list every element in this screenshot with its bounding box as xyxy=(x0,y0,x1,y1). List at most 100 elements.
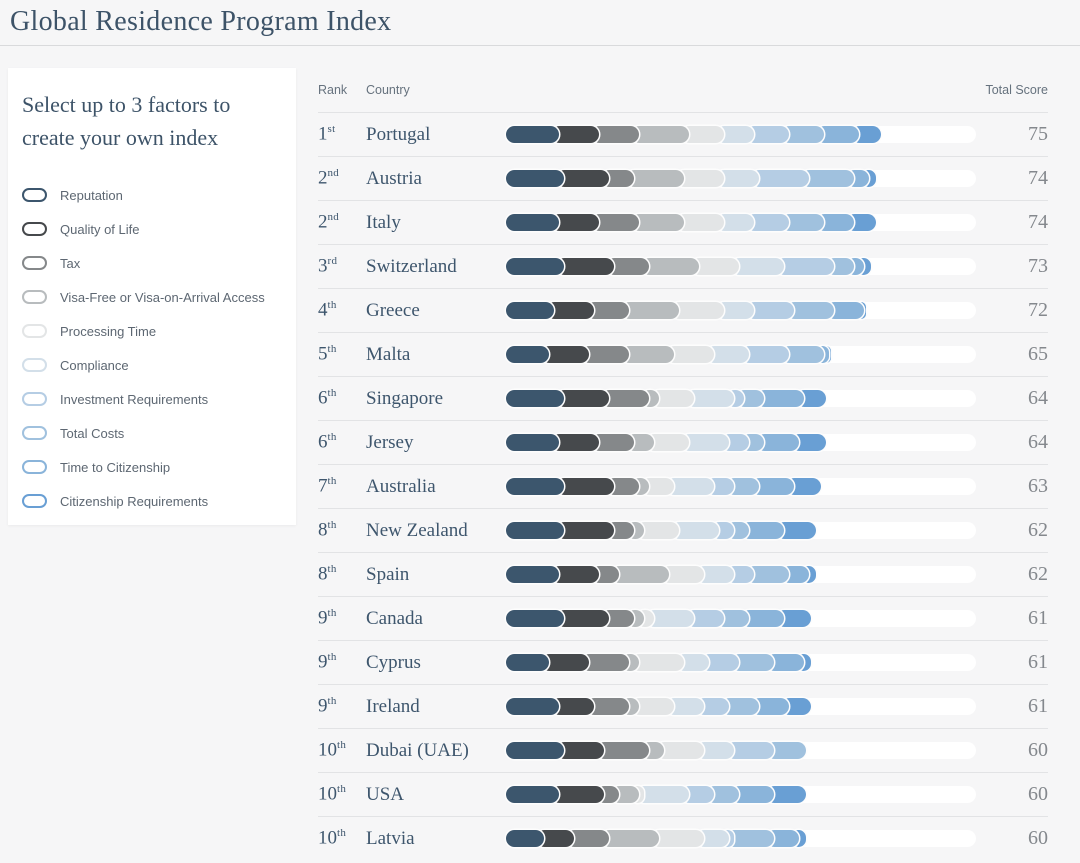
bar-segment-tax xyxy=(591,434,634,451)
bar-segment-citizenship-requirements xyxy=(786,478,821,495)
bar-segment-citizenship-requirements xyxy=(776,610,811,627)
score-bar xyxy=(506,522,976,539)
bar-segment-quality-of-life xyxy=(556,478,614,495)
bar-segment-quality-of-life xyxy=(541,654,589,671)
bar-segment-tax xyxy=(586,698,629,715)
country-name: Singapore xyxy=(366,387,444,409)
factor-toggle-icon-reputation[interactable] xyxy=(22,188,47,202)
rank-ordinal: rd xyxy=(327,255,338,268)
table-row: 2nd Austria 74 xyxy=(318,156,1048,200)
rank-number: 6 xyxy=(318,387,328,409)
factor-label: Time to Citizenship xyxy=(60,459,171,475)
bar-segment-total-costs xyxy=(781,346,824,363)
factor-toggle-icon-investment-requirements[interactable] xyxy=(22,392,47,406)
factor-toggle-icon-tax[interactable] xyxy=(22,256,47,270)
rank-ordinal: nd xyxy=(327,167,340,180)
country-name: New Zealand xyxy=(366,519,468,541)
bar-segment-compliance xyxy=(646,610,694,627)
bar-segment-compliance xyxy=(716,126,754,143)
factor-toggle-item-total-costs[interactable]: Total Costs xyxy=(8,416,296,450)
country-name: Canada xyxy=(366,607,423,629)
bar-segment-quality-of-life xyxy=(551,698,594,715)
factor-toggle-icon-quality-of-life[interactable] xyxy=(22,222,47,236)
bar-segment-compliance xyxy=(696,742,734,759)
factor-toggle-icon-compliance[interactable] xyxy=(22,358,47,372)
factor-toggle-icon-citizenship-requirements[interactable] xyxy=(22,494,47,508)
rank-cell: 7th xyxy=(318,475,366,497)
factor-toggle-item-processing-time[interactable]: Processing Time xyxy=(8,314,296,348)
bar-segment-reputation xyxy=(506,302,554,319)
bar-segment-compliance xyxy=(706,346,749,363)
bar-segment-reputation xyxy=(506,830,544,847)
factor-toggle-icon-time-to-citizenship[interactable] xyxy=(22,460,47,474)
factor-toggle-icon-total-costs[interactable] xyxy=(22,426,47,440)
score-bar xyxy=(506,346,976,363)
total-score-value: 64 xyxy=(1028,431,1048,453)
score-bar xyxy=(506,654,976,671)
bar-segment-processing-time xyxy=(676,170,724,187)
bar-segment-total-costs xyxy=(801,170,854,187)
country-name: Italy xyxy=(366,211,401,233)
score-bar xyxy=(506,170,976,187)
bar-segment-compliance xyxy=(686,390,734,407)
rank-number: 10 xyxy=(318,783,337,805)
bar-segment-processing-time xyxy=(636,522,679,539)
factor-toggle-item-investment-requirements[interactable]: Investment Requirements xyxy=(8,382,296,416)
bar-segment-processing-time xyxy=(631,654,684,671)
table-row: 6th Singapore 64 xyxy=(318,376,1048,420)
factor-toggle-item-reputation[interactable]: Reputation xyxy=(8,178,296,212)
bar-segment-time-to-citizenship xyxy=(731,786,774,803)
bar-segment-reputation xyxy=(506,434,559,451)
bar-segment-tax xyxy=(601,170,634,187)
bar-segment-reputation xyxy=(506,654,549,671)
bar-segment-compliance xyxy=(716,302,754,319)
bar-segment-total-costs xyxy=(731,654,774,671)
bar-segment-time-to-citizenship xyxy=(756,434,799,451)
rank-cell: 5th xyxy=(318,343,366,365)
bar-segment-tax xyxy=(586,302,629,319)
bar-segment-quality-of-life xyxy=(556,742,604,759)
rank-cell: 8th xyxy=(318,519,366,541)
total-score-value: 61 xyxy=(1028,695,1048,717)
bar-segment-reputation xyxy=(506,346,549,363)
bar-segment-quality-of-life xyxy=(541,346,589,363)
bar-segment-tax xyxy=(601,390,649,407)
bar-segment-investment-requirements xyxy=(686,610,724,627)
rank-cell: 10th xyxy=(318,827,366,849)
factor-toggle-icon-processing-time[interactable] xyxy=(22,324,47,338)
factor-toggle-item-compliance[interactable]: Compliance xyxy=(8,348,296,382)
residence-index-table: Rank Country Total Score 1st Portugal 75… xyxy=(318,68,1048,860)
rank-ordinal: th xyxy=(327,519,337,532)
bar-segment-quality-of-life xyxy=(551,434,599,451)
table-row: 4th Greece 72 xyxy=(318,288,1048,332)
factor-toggle-icon-visa-free-access[interactable] xyxy=(22,290,47,304)
factor-toggle-item-time-to-citizenship[interactable]: Time to Citizenship xyxy=(8,450,296,484)
bar-segment-total-costs xyxy=(781,126,824,143)
bar-segment-time-to-citizenship xyxy=(816,214,854,231)
rank-ordinal: th xyxy=(327,299,337,312)
score-bar xyxy=(506,126,976,143)
rank-cell: 1st xyxy=(318,123,366,145)
bar-segment-processing-time xyxy=(666,346,714,363)
factor-toggle-item-quality-of-life[interactable]: Quality of Life xyxy=(8,212,296,246)
bar-segment-visa-free-access xyxy=(601,830,659,847)
factor-toggle-item-visa-free-access[interactable]: Visa-Free or Visa-on-Arrival Access xyxy=(8,280,296,314)
bar-segment-reputation xyxy=(506,566,559,583)
rank-ordinal: th xyxy=(327,607,337,620)
score-bar xyxy=(506,566,976,583)
bar-segment-time-to-citizenship xyxy=(756,390,804,407)
rank-number: 9 xyxy=(318,607,328,629)
rank-cell: 6th xyxy=(318,387,366,409)
bar-segment-compliance xyxy=(681,434,729,451)
factor-list: Reputation Quality of Life Tax Visa-Free… xyxy=(8,178,296,518)
rank-cell: 3rd xyxy=(318,255,366,277)
factor-toggle-item-citizenship-requirements[interactable]: Citizenship Requirements xyxy=(8,484,296,518)
bar-segment-tax xyxy=(591,126,639,143)
score-bar xyxy=(506,478,976,495)
factor-toggle-item-tax[interactable]: Tax xyxy=(8,246,296,280)
rank-number: 4 xyxy=(318,299,328,321)
bar-segment-visa-free-access xyxy=(631,214,684,231)
bar-segment-investment-requirements xyxy=(701,654,739,671)
factor-label: Total Costs xyxy=(60,425,125,441)
rank-cell: 4th xyxy=(318,299,366,321)
